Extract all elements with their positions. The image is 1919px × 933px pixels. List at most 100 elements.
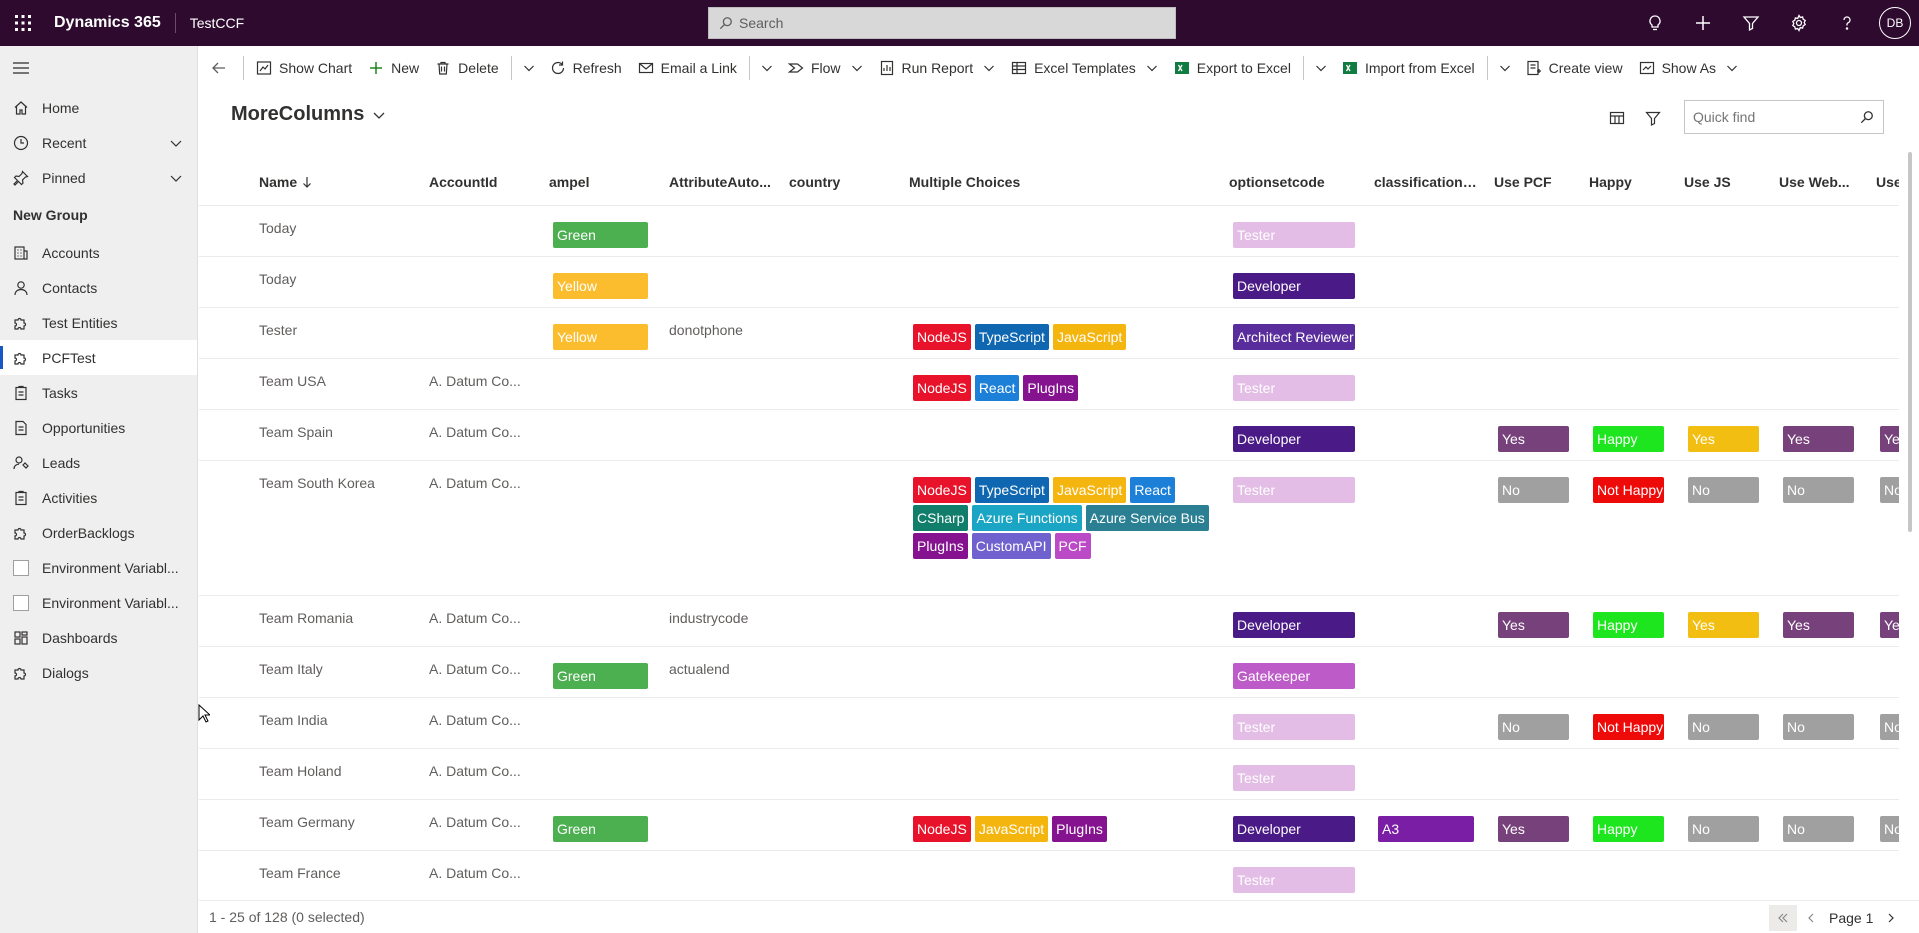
edit-columns-button[interactable]: [1602, 103, 1632, 133]
table-row[interactable]: Team USA A. Datum Co... NodeJS React PlugIns…: [199, 359, 1899, 410]
settings-button[interactable]: [1775, 0, 1823, 46]
import-excel-button[interactable]: Import from Excel: [1334, 46, 1483, 90]
run-report-button[interactable]: Run Report: [871, 46, 1004, 90]
row-name-link[interactable]: Team Holand: [259, 763, 342, 779]
site-map-toggle[interactable]: [0, 46, 197, 90]
environment-name[interactable]: TestCCF: [189, 15, 245, 31]
sidebar-item-opportunities[interactable]: Opportunities: [0, 410, 197, 445]
edit-filters-button[interactable]: [1638, 103, 1668, 133]
column-header-use[interactable]: Use: [1876, 174, 1899, 190]
table-row[interactable]: Team India A. Datum Co... Tester No Not Happ…: [199, 698, 1899, 749]
sidebar-item-leads[interactable]: Leads: [0, 445, 197, 480]
table-row[interactable]: Team France A. Datum Co... Tester: [199, 851, 1899, 900]
column-header-use-js[interactable]: Use JS: [1684, 174, 1731, 190]
row-name-link[interactable]: Team Romania: [259, 610, 354, 626]
back-button[interactable]: [199, 46, 239, 90]
row-name-link[interactable]: Today: [259, 220, 297, 236]
sidebar-item-home[interactable]: Home: [0, 90, 197, 125]
excel-templates-button[interactable]: Excel Templates: [1003, 46, 1166, 90]
avatar[interactable]: DB: [1879, 7, 1911, 39]
row-account-link[interactable]: A. Datum Co...: [429, 424, 521, 440]
column-header-happy[interactable]: Happy: [1589, 174, 1632, 190]
global-search[interactable]: [708, 7, 1176, 39]
sidebar-item-dialogs[interactable]: Dialogs: [0, 655, 197, 690]
global-search-input[interactable]: [739, 15, 1159, 31]
row-name-link[interactable]: Team Germany: [259, 814, 355, 830]
next-page-button[interactable]: [1877, 905, 1905, 931]
sidebar-item-accounts[interactable]: Accounts: [0, 235, 197, 270]
row-name-link[interactable]: Team Spain: [259, 424, 333, 440]
sidebar-item-dashboards[interactable]: Dashboards: [0, 620, 197, 655]
sidebar-item-test-entities[interactable]: Test Entities: [0, 305, 197, 340]
row-account-link[interactable]: A. Datum Co...: [429, 610, 521, 626]
row-account-link[interactable]: A. Datum Co...: [429, 814, 521, 830]
column-header-country[interactable]: country: [789, 174, 841, 190]
sidebar-item-pcftest[interactable]: PCFTest: [0, 340, 197, 375]
search-icon[interactable]: [1860, 110, 1874, 124]
column-header-use-web[interactable]: Use Web...: [1779, 174, 1850, 190]
export-more-dropdown[interactable]: [1308, 46, 1334, 90]
row-account-link[interactable]: A. Datum Co...: [429, 373, 521, 389]
advanced-filter-button[interactable]: [1727, 0, 1775, 46]
app-launcher-button[interactable]: [0, 0, 46, 46]
quick-find[interactable]: [1684, 100, 1884, 134]
quick-find-input[interactable]: [1693, 109, 1853, 125]
new-button[interactable]: [1679, 0, 1727, 46]
sidebar-item-activities[interactable]: Activities: [0, 480, 197, 515]
refresh-button[interactable]: Refresh: [542, 46, 630, 90]
chevron-down-icon[interactable]: [169, 136, 183, 150]
row-name-link[interactable]: Team USA: [259, 373, 326, 389]
row-name-link[interactable]: Team India: [259, 712, 328, 728]
column-header-attributeauto[interactable]: AttributeAuto...: [669, 174, 771, 190]
row-account-link[interactable]: A. Datum Co...: [429, 475, 521, 491]
show-chart-button[interactable]: Show Chart: [248, 46, 360, 90]
sidebar-item-tasks[interactable]: Tasks: [0, 375, 197, 410]
column-header-multiple-choices[interactable]: Multiple Choices: [909, 174, 1021, 190]
column-header-use-pcf[interactable]: Use PCF: [1494, 174, 1552, 190]
export-excel-button[interactable]: Export to Excel: [1166, 46, 1299, 90]
row-name-link[interactable]: Today: [259, 271, 297, 287]
sidebar-item-environment-variables-2[interactable]: Environment Variabl...: [0, 585, 197, 620]
email-link-button[interactable]: Email a Link: [630, 46, 745, 90]
column-header-ampel[interactable]: ampel: [549, 174, 590, 190]
table-row[interactable]: Team Romania A. Datum Co... industrycode De…: [199, 596, 1899, 647]
row-account-link[interactable]: A. Datum Co...: [429, 763, 521, 779]
table-row[interactable]: Today Green Tester: [199, 206, 1899, 257]
row-name-link[interactable]: Team South Korea: [259, 475, 375, 491]
sidebar-item-pinned[interactable]: Pinned: [0, 160, 197, 195]
row-account-link[interactable]: A. Datum Co...: [429, 661, 521, 677]
table-row[interactable]: Team South Korea A. Datum Co... NodeJS Type…: [199, 461, 1899, 596]
ideas-button[interactable]: [1631, 0, 1679, 46]
create-view-button[interactable]: Create view: [1518, 46, 1631, 90]
table-row[interactable]: Team Spain A. Datum Co... Developer Yes Happ…: [199, 410, 1899, 461]
table-row[interactable]: Team Italy A. Datum Co... Green actualend Ga…: [199, 647, 1899, 698]
email-more-dropdown[interactable]: [754, 46, 780, 90]
table-row[interactable]: Team Germany A. Datum Co... Green NodeJS Jav…: [199, 800, 1899, 851]
table-row[interactable]: Tester Yellow donotphone NodeJS TypeScript Ja…: [199, 308, 1899, 359]
column-header-optionsetcode[interactable]: optionsetcode: [1229, 174, 1325, 190]
row-account-link[interactable]: A. Datum Co...: [429, 865, 521, 881]
view-selector[interactable]: MoreColumns: [231, 103, 386, 126]
previous-page-button[interactable]: [1797, 905, 1825, 931]
table-row[interactable]: Today Yellow Developer: [199, 257, 1899, 308]
vertical-scrollbar[interactable]: [1908, 152, 1912, 532]
sidebar-item-environment-variables-1[interactable]: Environment Variabl...: [0, 550, 197, 585]
table-row[interactable]: Team Holand A. Datum Co... Tester: [199, 749, 1899, 800]
show-as-button[interactable]: Show As: [1631, 46, 1746, 90]
row-name-link[interactable]: Tester: [259, 322, 298, 338]
new-record-button[interactable]: New: [360, 46, 427, 90]
column-header-classification[interactable]: classificationc...: [1374, 174, 1479, 190]
row-account-link[interactable]: A. Datum Co...: [429, 712, 521, 728]
column-header-name[interactable]: Name: [259, 174, 379, 190]
chevron-down-icon[interactable]: [169, 171, 183, 185]
sidebar-item-recent[interactable]: Recent: [0, 125, 197, 160]
column-header-accountid[interactable]: AccountId: [429, 174, 498, 190]
delete-more-dropdown[interactable]: [516, 46, 542, 90]
row-name-link[interactable]: Team Italy: [259, 661, 323, 677]
help-button[interactable]: [1823, 0, 1871, 46]
sidebar-item-orderbacklogs[interactable]: OrderBacklogs: [0, 515, 197, 550]
flow-button[interactable]: Flow: [780, 46, 871, 90]
sidebar-item-contacts[interactable]: Contacts: [0, 270, 197, 305]
first-page-button[interactable]: [1769, 905, 1797, 931]
import-more-dropdown[interactable]: [1492, 46, 1518, 90]
